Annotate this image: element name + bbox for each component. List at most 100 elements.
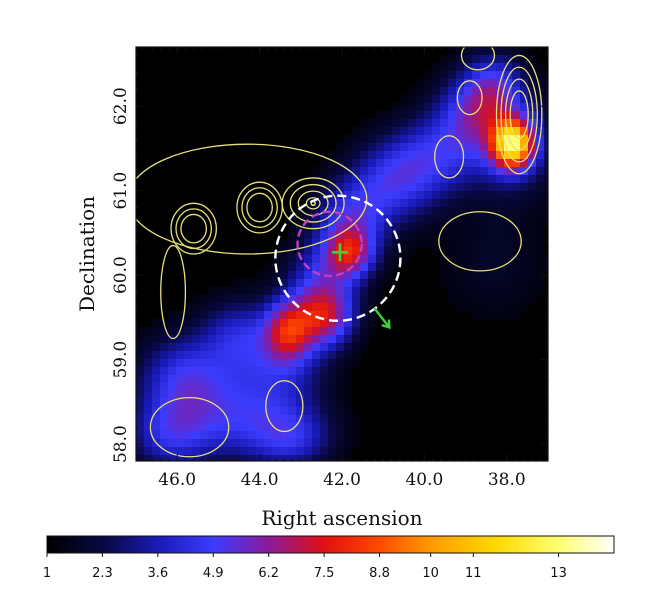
emission-cell (528, 127, 537, 136)
emission-cell (456, 295, 465, 304)
emission-cell (216, 383, 225, 392)
emission-cell (408, 191, 417, 200)
emission-cell (456, 47, 465, 56)
radio-contour (180, 213, 208, 244)
emission-cell (488, 95, 497, 104)
emission-cell (328, 455, 337, 461)
emission-cell (320, 263, 329, 272)
emission-cell (528, 183, 537, 192)
emission-cell (328, 399, 337, 408)
emission-cell (208, 431, 217, 440)
emission-cell (296, 271, 305, 280)
emission-cell (536, 175, 545, 184)
emission-cell (408, 111, 417, 120)
emission-cell (424, 239, 433, 248)
emission-cell (504, 279, 513, 288)
emission-cell (336, 367, 345, 376)
emission-cell (192, 311, 201, 320)
emission-cell (144, 359, 153, 368)
emission-cell (168, 343, 177, 352)
emission-cell (184, 359, 193, 368)
emission-cell (336, 455, 345, 461)
emission-cell (416, 103, 425, 112)
emission-cell (320, 303, 329, 312)
emission-cell (176, 431, 185, 440)
emission-cell (504, 127, 513, 136)
emission-cell (184, 407, 193, 416)
emission-cell (192, 455, 201, 461)
emission-cell (496, 271, 505, 280)
emission-cell (544, 151, 548, 160)
emission-cell (536, 183, 545, 192)
emission-cell (184, 415, 193, 424)
emission-cell (448, 103, 457, 112)
x-tick-label: 40.0 (405, 470, 443, 490)
emission-cell (456, 143, 465, 152)
emission-cell (208, 287, 217, 296)
emission-cell (224, 359, 233, 368)
emission-cell (472, 95, 481, 104)
emission-cell (216, 319, 225, 328)
emission-cell (168, 447, 177, 456)
emission-cell (424, 79, 433, 88)
emission-cell (152, 415, 161, 424)
emission-cell (240, 279, 249, 288)
emission-cell (272, 335, 281, 344)
emission-cell (320, 359, 329, 368)
emission-cell (528, 175, 537, 184)
emission-cell (376, 247, 385, 256)
emission-cell (440, 135, 449, 144)
emission-cell (312, 199, 321, 208)
emission-cell (328, 303, 337, 312)
emission-cell (520, 183, 529, 192)
emission-cell (232, 439, 241, 448)
emission-cell (504, 271, 513, 280)
emission-cell (472, 215, 481, 224)
emission-cell (312, 247, 321, 256)
emission-cell (536, 255, 545, 264)
emission-cell (496, 295, 505, 304)
emission-cell (360, 343, 369, 352)
emission-cell (400, 239, 409, 248)
emission-cell (392, 215, 401, 224)
y-tick-labels: 58.0 59.0 60.0 61.0 62.0 (111, 87, 131, 463)
emission-cell (208, 407, 217, 416)
outer-circle-marker (274, 194, 402, 322)
emission-cell (184, 311, 193, 320)
emission-cell (528, 151, 537, 160)
emission-cell (280, 383, 289, 392)
emission-cell (456, 239, 465, 248)
emission-cell (224, 375, 233, 384)
emission-cell (520, 303, 529, 312)
emission-cell (504, 183, 513, 192)
emission-cell (440, 215, 449, 224)
emission-cell (496, 95, 505, 104)
emission-cell (184, 455, 193, 461)
emission-cell (288, 239, 297, 248)
emission-cell (264, 271, 273, 280)
emission-cell (304, 327, 313, 336)
emission-cell (256, 271, 265, 280)
emission-cell (264, 447, 273, 456)
emission-cell (480, 175, 489, 184)
emission-cell (544, 175, 548, 184)
emission-cell (376, 255, 385, 264)
emission-cell (344, 231, 353, 240)
emission-cell (440, 191, 449, 200)
emission-cell (200, 415, 209, 424)
emission-cell (416, 95, 425, 104)
emission-cell (136, 327, 145, 336)
emission-cell (320, 295, 329, 304)
emission-cell (216, 335, 225, 344)
emission-cell (344, 151, 353, 160)
emission-cell (472, 247, 481, 256)
emission-cell (280, 399, 289, 408)
emission-cell (336, 279, 345, 288)
emission-cell (168, 335, 177, 344)
emission-cell (264, 383, 273, 392)
emission-cell (392, 159, 401, 168)
emission-cell (272, 415, 281, 424)
emission-cell (544, 95, 548, 104)
emission-cell (216, 327, 225, 336)
emission-cell (256, 431, 265, 440)
